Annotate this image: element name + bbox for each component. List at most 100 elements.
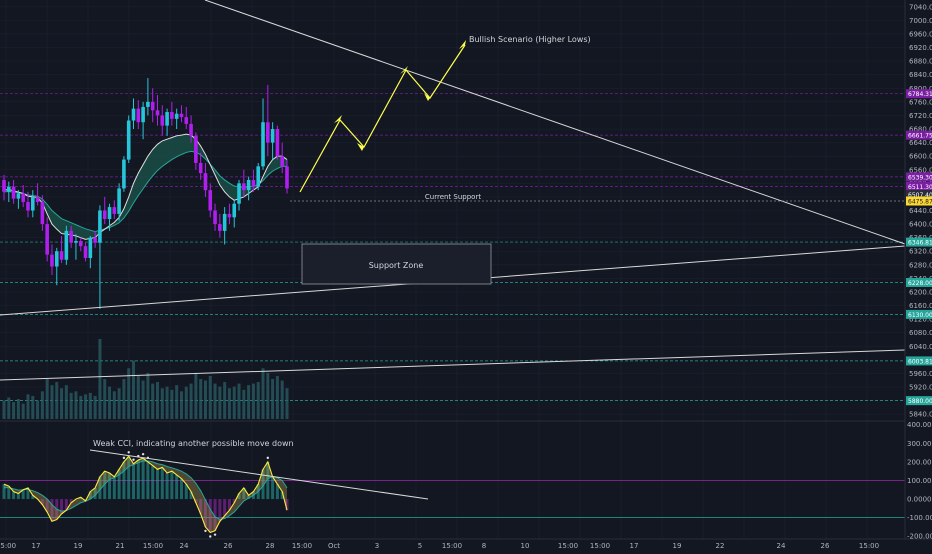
candle-body[interactable]: [122, 159, 126, 189]
candle-body[interactable]: [194, 135, 198, 163]
cci-histogram-bar: [208, 499, 212, 533]
cci-line: [3, 455, 288, 534]
candle-body[interactable]: [141, 106, 145, 123]
candle-body[interactable]: [35, 196, 40, 203]
volume-bar: [127, 368, 131, 419]
time-tick-label: 21: [116, 542, 125, 550]
candle-body[interactable]: [222, 213, 227, 231]
candle-body[interactable]: [93, 237, 97, 243]
candle-body[interactable]: [266, 122, 270, 143]
support-zone-box[interactable]: [301, 243, 492, 285]
time-tick-label: 5: [418, 542, 422, 550]
drawings[interactable]: Support Zone Current Support Bullish Sce…: [0, 0, 906, 381]
cci-histogram-bar: [237, 493, 241, 500]
price-badge-label: 6784.31: [908, 91, 932, 98]
cci-trendline[interactable]: [89, 449, 429, 500]
volume-bar: [266, 372, 270, 419]
candle-body[interactable]: [26, 202, 30, 211]
candle-body[interactable]: [237, 183, 241, 204]
candle-body[interactable]: [251, 179, 256, 187]
candle-body[interactable]: [117, 188, 121, 214]
candle-body[interactable]: [74, 241, 78, 243]
candle-body[interactable]: [2, 179, 6, 192]
candle-body[interactable]: [40, 202, 45, 225]
candle-body[interactable]: [112, 207, 117, 214]
candle-body[interactable]: [102, 210, 107, 219]
cci-dot-marker: [122, 456, 126, 460]
candle-body[interactable]: [232, 203, 237, 218]
volume-bar: [242, 389, 246, 419]
volume-bar: [155, 382, 159, 419]
candle-body[interactable]: [30, 196, 35, 211]
candle-body[interactable]: [179, 113, 184, 118]
candle-body[interactable]: [275, 129, 280, 157]
cci-tick-label: -100.0000: [907, 514, 932, 522]
candle-body[interactable]: [203, 173, 208, 191]
candle-body[interactable]: [270, 129, 275, 143]
candle-body[interactable]: [150, 101, 155, 111]
candle-body[interactable]: [246, 179, 251, 191]
candle-body[interactable]: [50, 254, 54, 267]
volume-bar: [40, 391, 44, 419]
candle-body[interactable]: [146, 101, 150, 107]
candle-body[interactable]: [21, 193, 25, 203]
candle-body[interactable]: [189, 123, 193, 136]
candle-body[interactable]: [184, 117, 189, 124]
candle-body[interactable]: [280, 156, 285, 167]
lower-trendline[interactable]: [0, 349, 906, 381]
candle-body[interactable]: [45, 224, 49, 255]
volume-bar: [170, 389, 174, 419]
candle-body[interactable]: [54, 251, 59, 267]
candle-body[interactable]: [136, 108, 141, 123]
candle-body[interactable]: [165, 112, 169, 126]
cci-tick-label: 200.0000: [907, 458, 932, 466]
candle-body[interactable]: [155, 110, 160, 116]
candle-body[interactable]: [160, 115, 165, 126]
candle-body[interactable]: [242, 183, 246, 191]
candle-body[interactable]: [198, 162, 203, 174]
candle-body[interactable]: [107, 207, 112, 219]
volume-bar: [79, 395, 83, 419]
price-badge-label: 6130.00: [908, 312, 932, 319]
candle-body[interactable]: [6, 186, 11, 192]
candle-body[interactable]: [285, 166, 289, 189]
cci-axis[interactable]: 400.0000 300.0000 200.0000 100.0000 0.0000 -1…: [907, 421, 932, 540]
candle-body[interactable]: [126, 120, 131, 160]
time-tick-label: 15:00: [442, 542, 462, 550]
candle-body[interactable]: [83, 246, 88, 259]
candle-body[interactable]: [174, 113, 179, 119]
time-tick-label: 24: [180, 542, 189, 550]
candle-body[interactable]: [16, 193, 21, 199]
price-badge-label: 6475.87: [908, 198, 932, 205]
bullish-scenario-path[interactable]: [299, 44, 466, 193]
candle-body[interactable]: [256, 166, 261, 187]
price-badge-label: 5880.00: [908, 398, 932, 405]
candle-body[interactable]: [131, 108, 136, 121]
price-tick-label: 6840.00: [909, 71, 932, 79]
candlesticks[interactable]: [2, 78, 289, 309]
cci-histogram-bar: [108, 473, 112, 500]
candle-body[interactable]: [170, 112, 174, 119]
candle-body[interactable]: [261, 122, 265, 167]
time-tick-label: 15:00: [143, 542, 163, 550]
candle-body[interactable]: [218, 224, 222, 231]
candle-body[interactable]: [69, 230, 73, 243]
time-tick-label: 10: [521, 542, 530, 550]
candle-body[interactable]: [78, 241, 83, 247]
volume-bar: [223, 382, 227, 419]
cci-drawings[interactable]: Weak CCI, indicating another possible mo…: [89, 439, 429, 500]
resistance-trendline[interactable]: [204, 0, 906, 245]
cci-indicator[interactable]: [0, 451, 905, 538]
weak-cci-label: Weak CCI, indicating another possible mo…: [93, 439, 294, 448]
candle-body[interactable]: [213, 210, 217, 225]
candle-body[interactable]: [64, 230, 69, 260]
candle-body[interactable]: [227, 213, 232, 218]
candle-body[interactable]: [98, 210, 102, 243]
candle-body[interactable]: [208, 190, 213, 211]
candle-body[interactable]: [59, 251, 64, 260]
candle-body[interactable]: [88, 237, 93, 259]
candle-body[interactable]: [11, 186, 16, 199]
time-axis[interactable]: 15:00 17 19 21 15:00 24 26 28 15:00 Oct 3 5 15:00 8 10…: [0, 542, 879, 550]
